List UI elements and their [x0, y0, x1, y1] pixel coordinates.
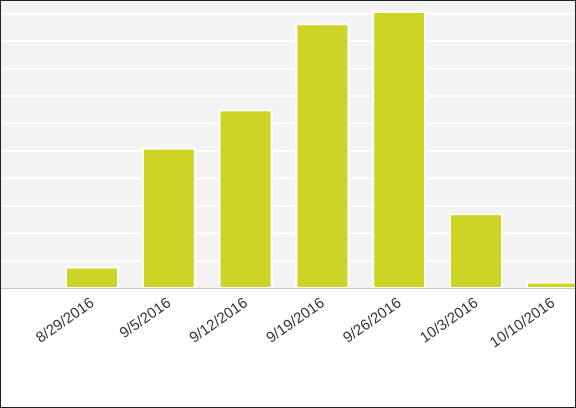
bars [65, 10, 575, 290]
bar-9/26/2016 [372, 10, 427, 290]
bar-9/19/2016 [295, 23, 350, 289]
bar-9/12/2016 [218, 109, 273, 290]
x-tick-label: 10/10/2016 [487, 294, 558, 351]
x-axis-tick-labels: 8/29/2016 9/5/2016 9/12/2016 9/19/2016 9/26/… [33, 294, 558, 351]
x-tick-label: 10/3/2016 [417, 294, 481, 346]
x-tick-label: 8/29/2016 [33, 294, 97, 346]
bar-10/3/2016 [449, 213, 503, 289]
x-tick-label: 9/26/2016 [340, 294, 404, 346]
gridlines [1, 12, 575, 262]
x-tick-label: 9/5/2016 [117, 294, 175, 341]
bar-9/5/2016 [141, 147, 196, 289]
bar-8/29/2016 [65, 266, 119, 289]
bar-10/10/2016 [525, 281, 575, 289]
x-tick-label: 9/19/2016 [263, 294, 327, 346]
x-tick-label: 9/12/2016 [186, 294, 250, 346]
